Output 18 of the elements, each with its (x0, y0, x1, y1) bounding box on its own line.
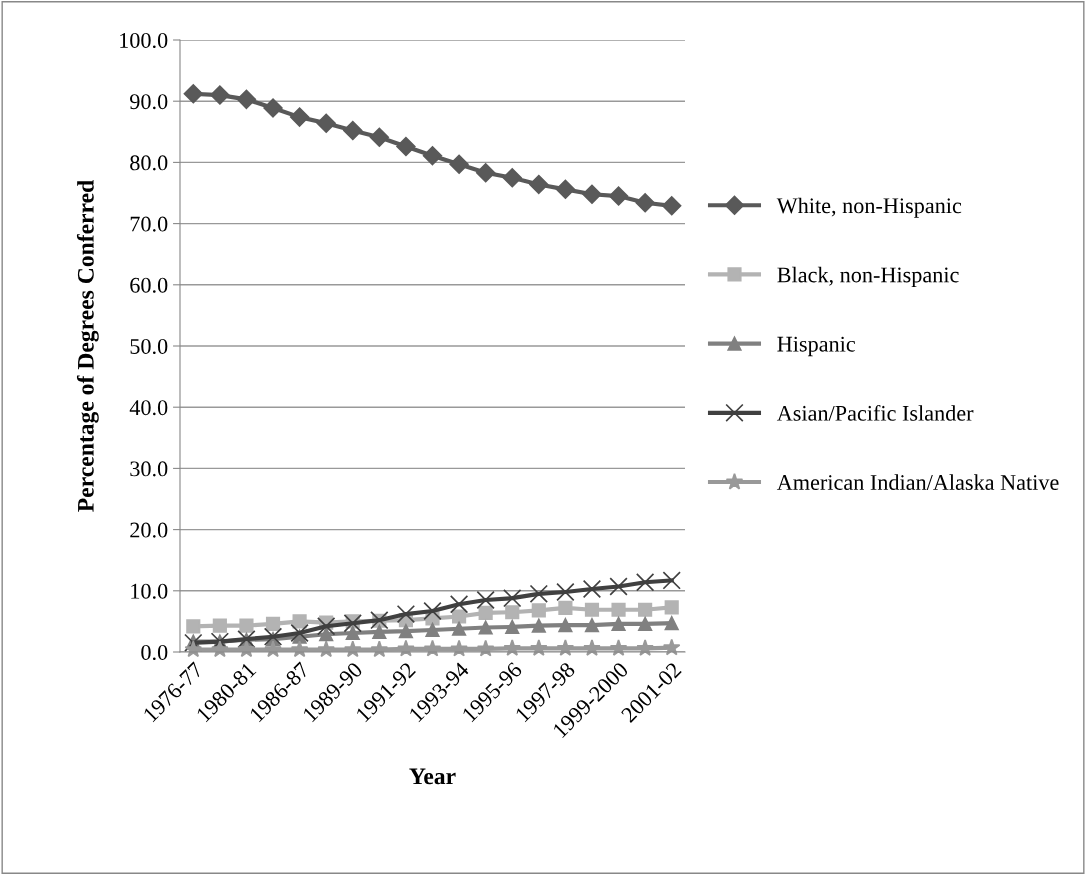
y-tick-label: 0.0 (141, 644, 168, 661)
y-tick-label: 40.0 (129, 400, 168, 416)
y-tick-label: 80.0 (130, 155, 168, 171)
legend-label: American Indian/Alaska Native (776, 474, 1059, 490)
y-tick-label: 90.0 (130, 94, 168, 110)
y-tick-label: 50.0 (130, 338, 168, 355)
legend-label: Asian/Pacific Islander (776, 404, 974, 421)
legend-label: White, non-Hispanic (776, 197, 962, 218)
x-axis-title: Year (409, 768, 456, 785)
legend-label: Black, non-Hispanic (777, 266, 959, 287)
y-tick-label: 10.0 (131, 583, 168, 599)
y-tick-label: 60.0 (130, 277, 168, 293)
y-tick-label: 70.0 (130, 216, 168, 232)
legend-label: Hispanic (777, 336, 856, 357)
y-tick-label: 20.0 (130, 522, 168, 538)
y-axis-title: Percentage of Degrees Conferred (76, 180, 99, 512)
y-tick-label: 30.0 (130, 461, 168, 477)
y-tick-label: 100.0 (120, 32, 168, 49)
